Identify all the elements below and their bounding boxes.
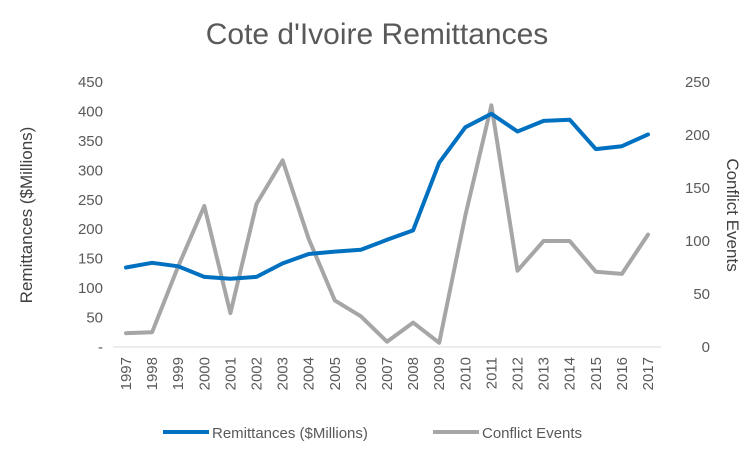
y-tick-label: 200	[78, 221, 103, 238]
legend-label-remittances: Remittances ($Millions)	[212, 425, 368, 442]
y-tick-label: 400	[78, 103, 103, 120]
y-axis-title: Remittances ($Millions)	[17, 127, 36, 304]
x-tick-label: 2003	[275, 357, 292, 390]
x-tick-label: 2000	[196, 357, 213, 390]
y-tick-label: 250	[78, 192, 103, 209]
legend: Remittances ($Millions) Conflict Events	[163, 425, 582, 442]
legend-label-conflict-events: Conflict Events	[482, 425, 582, 442]
x-tick-label: 2009	[431, 357, 448, 390]
series-line-remittances	[124, 111, 650, 281]
series-line-conflict-events	[124, 103, 650, 345]
left-axis-ticks: - 50 100 150 200 250 300 350 400 450	[78, 74, 103, 356]
y-tick-label: -	[98, 339, 103, 356]
y-tick-label: 450	[78, 74, 103, 91]
x-tick-label: 2017	[640, 357, 657, 390]
y2-tick-label: 0	[702, 339, 710, 356]
y-tick-label: 100	[78, 280, 103, 297]
x-tick-label: 2002	[249, 357, 266, 390]
x-tick-label: 2001	[222, 357, 239, 390]
x-tick-label: 1999	[170, 357, 187, 390]
x-tick-label: 2006	[353, 357, 370, 390]
x-tick-label: 2005	[327, 357, 344, 390]
x-tick-label: 2015	[588, 357, 605, 390]
x-tick-label: 1997	[118, 357, 135, 390]
y-tick-label: 300	[78, 162, 103, 179]
y-tick-label: 350	[78, 133, 103, 150]
y2-tick-label: 150	[685, 180, 710, 197]
x-tick-label: 2013	[536, 357, 553, 390]
x-tick-label: 2012	[509, 357, 526, 390]
x-tick-label: 2004	[301, 357, 318, 390]
y2-tick-label: 200	[685, 127, 710, 144]
y-tick-label: 50	[86, 310, 103, 327]
y2-tick-label: 50	[693, 286, 710, 303]
y2-tick-label: 250	[685, 74, 710, 91]
x-axis-ticks: 1997 1998 1999 2000 2001 2002 2003 2004 2005 2006…	[118, 357, 657, 390]
x-tick-label: 2010	[457, 357, 474, 390]
right-axis-ticks: 0 50 100 150 200 250	[685, 74, 710, 356]
x-tick-label: 2016	[614, 357, 631, 390]
y-tick-label: 150	[78, 251, 103, 268]
x-tick-label: 2007	[379, 357, 396, 390]
series-lines	[124, 103, 650, 345]
x-tick-label: 2014	[562, 357, 579, 390]
x-tick-label: 2008	[405, 357, 422, 390]
y2-axis-title: Conflict Events	[723, 158, 742, 271]
y2-tick-label: 100	[685, 233, 710, 250]
x-tick-label: 1998	[144, 357, 161, 390]
chart-title: Cote d'Ivoire Remittances	[206, 18, 549, 51]
x-tick-label: 2011	[483, 357, 500, 389]
